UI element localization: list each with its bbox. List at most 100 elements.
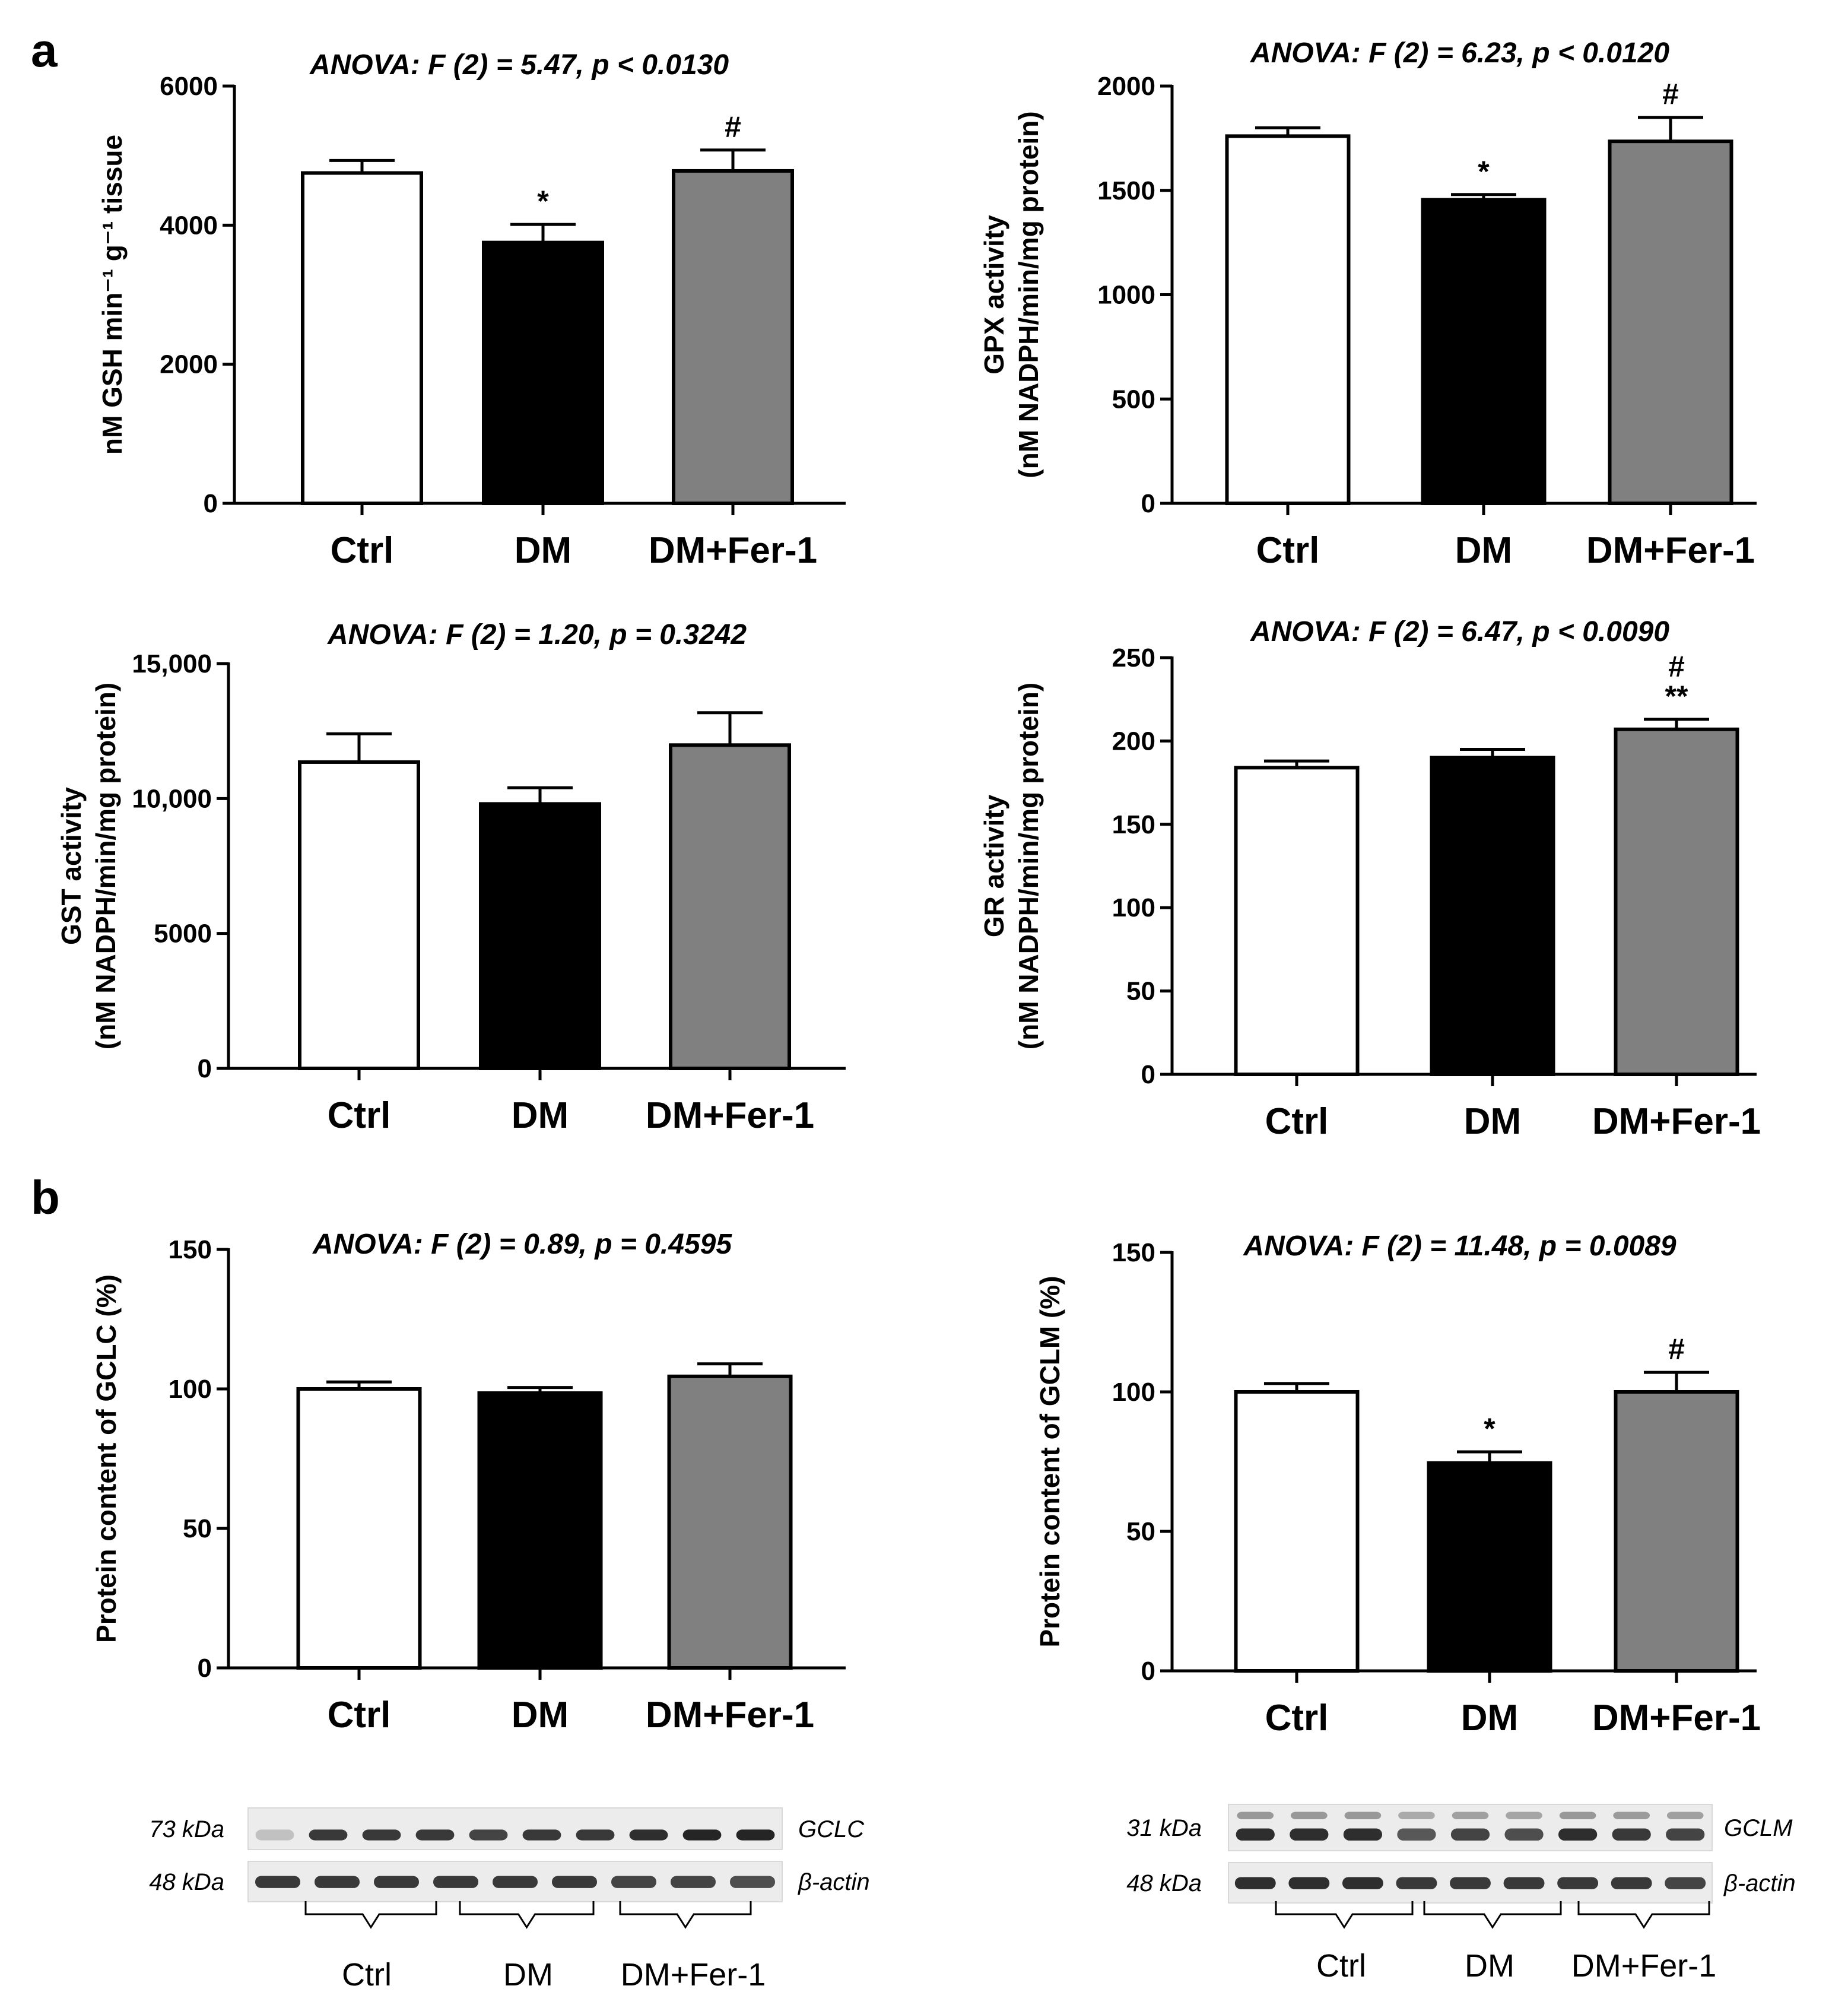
chart-gclm: ANOVA: F (2) = 11.48, p = 0.0089 0 50 100 15… — [1034, 1230, 1761, 1739]
loading-name-label: β-actin — [1723, 1870, 1796, 1896]
protein-band-upper — [1452, 1812, 1489, 1819]
protein-band — [469, 1829, 508, 1841]
protein-band — [1343, 1828, 1382, 1841]
bar-dm-fer-1 — [1614, 1390, 1739, 1673]
protein-band — [1666, 1828, 1705, 1841]
y-tick-label: 0 — [204, 489, 218, 518]
x-category-label: DM — [512, 1095, 569, 1136]
bar-dm — [1421, 198, 1547, 505]
bar-ctrl — [1234, 1390, 1360, 1673]
significance-marker: # — [1668, 1333, 1685, 1366]
significance-marker: * — [537, 185, 549, 218]
protein-band — [1450, 1828, 1490, 1841]
loading-band — [493, 1876, 538, 1888]
protein-band-upper — [1506, 1812, 1542, 1819]
loading-band — [1288, 1877, 1330, 1889]
y-tick-label: 4000 — [160, 211, 218, 240]
y-tick-label: 0 — [1141, 1060, 1155, 1089]
loading-name-label: β-actin — [798, 1869, 870, 1895]
loading-band — [1450, 1877, 1491, 1889]
anova-text: ANOVA: F (2) = 6.47, p < 0.0090 — [1250, 616, 1669, 648]
anova-text: ANOVA: F (2) = 5.47, p < 0.0130 — [309, 49, 729, 81]
group-label: DM+Fer-1 — [621, 1957, 766, 1993]
loading-band — [1611, 1877, 1652, 1889]
y-tick-label: 1000 — [1097, 281, 1155, 310]
x-category-label: DM+Fer-1 — [649, 530, 817, 571]
y-tick-label: 150 — [169, 1235, 212, 1264]
x-category-label: DM — [1455, 530, 1512, 571]
bar-dm — [482, 240, 604, 505]
y-tick-label: 10,000 — [132, 784, 212, 813]
y-tick-label: 0 — [198, 1654, 212, 1683]
group-bracket — [459, 1901, 595, 1929]
group-bracket — [1423, 1901, 1562, 1929]
protein-band — [1504, 1828, 1544, 1841]
bar-dm-fer-1 — [669, 743, 791, 1070]
y-tick-label: 150 — [1112, 1238, 1155, 1267]
y-axis-label: GR activity — [979, 794, 1009, 937]
y-axis-label: Protein content of GCLC (%) — [91, 1274, 122, 1643]
x-category-label: Ctrl — [1265, 1101, 1329, 1142]
gclm-blot: 31 kDa 48 kDa GCLM β-actin Ctrl DM DM+Fer-1 — [1126, 1804, 1796, 1984]
group-bracket — [304, 1901, 437, 1929]
significance-marker: * — [1478, 155, 1490, 188]
protein-name-label: GCLC — [798, 1816, 865, 1842]
x-category-label: Ctrl — [328, 1095, 391, 1136]
group-label: DM — [503, 1957, 553, 1993]
protein-band — [1558, 1828, 1598, 1841]
chart-gst: ANOVA: F (2) = 1.20, p = 0.3242 0 5000 10,0… — [56, 619, 846, 1136]
protein-band — [362, 1829, 401, 1841]
protein-band — [629, 1829, 668, 1841]
x-category-label: DM — [1461, 1698, 1518, 1739]
x-category-label: Ctrl — [1265, 1698, 1329, 1739]
protein-band-upper — [1613, 1812, 1650, 1819]
protein-band — [522, 1829, 561, 1841]
protein-blot-strip — [1228, 1804, 1713, 1851]
chart-gpx: ANOVA: F (2) = 6.23, p < 0.0120 0 500 1000 1… — [979, 37, 1757, 571]
bar-dm — [477, 1391, 603, 1670]
loading-band — [552, 1876, 597, 1888]
panel-letter-b: b — [31, 1171, 60, 1224]
y-axis-label: (nM NADPH/min/mg protein) — [1013, 683, 1044, 1049]
y-tick-label: 100 — [1112, 893, 1155, 922]
y-axis-label: (nM NADPH/min/mg protein) — [90, 683, 121, 1049]
protein-band-upper — [1398, 1812, 1435, 1819]
y-axis-label: nM GSH min⁻¹ g⁻¹ tissue — [97, 135, 128, 455]
protein-band — [736, 1829, 775, 1841]
group-bracket — [1577, 1901, 1710, 1929]
bar-dm-fer-1 — [667, 1374, 793, 1670]
y-tick-label: 1500 — [1097, 176, 1155, 205]
loading-band — [315, 1876, 360, 1888]
x-category-label: Ctrl — [328, 1695, 391, 1736]
loading-kda-label: 48 kDa — [149, 1869, 224, 1895]
protein-band — [1612, 1828, 1651, 1841]
y-axis-label: GST activity — [56, 787, 87, 945]
group-label: Ctrl — [342, 1957, 392, 1993]
charts-layer: ANOVA: F (2) = 5.47, p < 0.0130020004000… — [56, 37, 1761, 1739]
loading-band — [611, 1876, 656, 1888]
loading-band — [1665, 1877, 1706, 1889]
y-tick-label: 50 — [1126, 977, 1155, 1006]
bar-ctrl — [1234, 766, 1360, 1076]
x-category-label: DM — [515, 530, 571, 571]
y-tick-label: 50 — [183, 1514, 212, 1543]
group-label: DM — [1465, 1948, 1514, 1984]
y-tick-label: 500 — [1112, 385, 1155, 414]
protein-band-upper — [1666, 1812, 1704, 1819]
loading-band — [374, 1876, 419, 1888]
protein-kda-label: 73 kDa — [149, 1816, 224, 1842]
group-label: Ctrl — [1316, 1948, 1366, 1984]
protein-band-upper — [1559, 1812, 1596, 1819]
y-axis-label: GPX activity — [979, 215, 1009, 375]
group-bracket — [1275, 1901, 1414, 1929]
bar-dm-fer-1 — [672, 169, 794, 505]
protein-band-upper — [1291, 1812, 1328, 1819]
y-tick-label: 5000 — [154, 919, 212, 949]
protein-band — [255, 1829, 294, 1841]
y-axis-label: (nM NADPH/min/mg protein) — [1013, 111, 1044, 478]
bar-ctrl — [301, 171, 423, 506]
bar-ctrl — [1225, 134, 1351, 506]
loading-band — [1503, 1877, 1545, 1889]
loading-band — [1342, 1877, 1383, 1889]
